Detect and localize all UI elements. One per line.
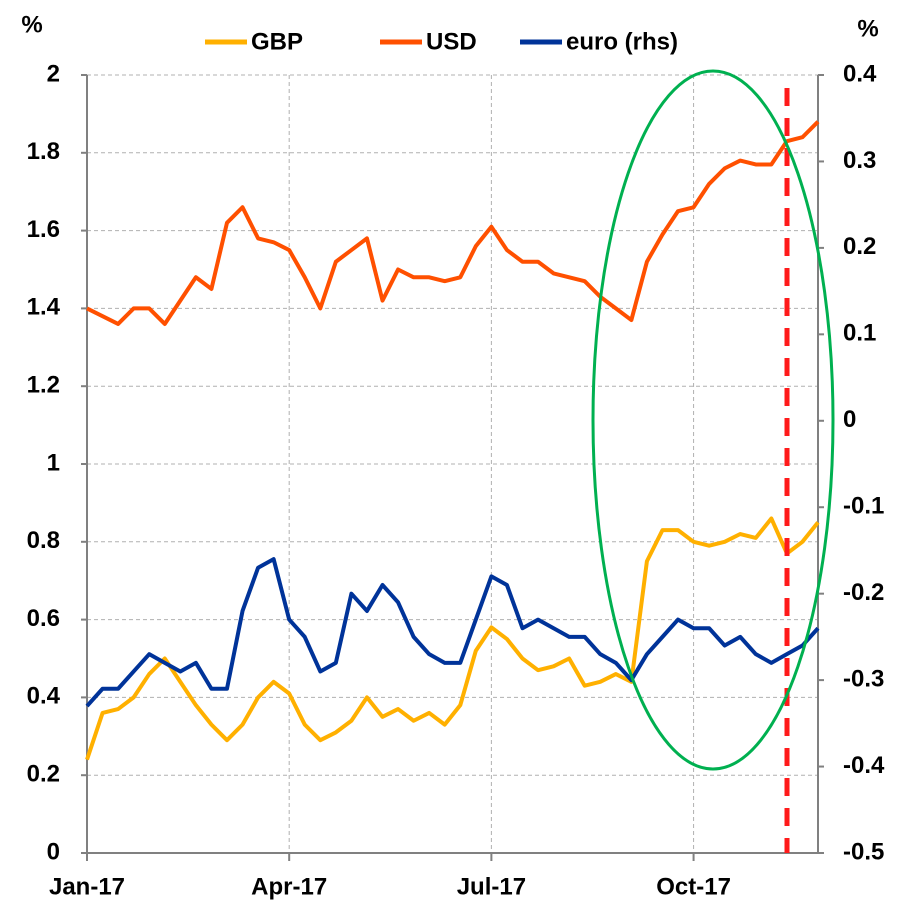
y2-tick-label: -0.3 bbox=[843, 665, 884, 692]
legend-label: USD bbox=[426, 28, 477, 55]
y-axis-label: % bbox=[21, 11, 42, 38]
legend-label: GBP bbox=[251, 28, 303, 55]
y2-tick-label: -0.2 bbox=[843, 579, 884, 606]
y-tick-label: 1 bbox=[47, 449, 60, 476]
y2-axis-label: % bbox=[857, 15, 878, 42]
y-tick-label: 0.2 bbox=[27, 761, 60, 788]
y-tick-label: 0 bbox=[47, 838, 60, 865]
y2-tick-label: 0.2 bbox=[843, 233, 876, 260]
x-tick-label: Jan-17 bbox=[49, 873, 125, 900]
y2-tick-label: -0.5 bbox=[843, 838, 884, 865]
y-tick-label: 0.4 bbox=[27, 683, 61, 710]
legend-label: euro (rhs) bbox=[566, 28, 678, 55]
y-tick-label: 0.6 bbox=[27, 605, 60, 632]
y-tick-label: 1.2 bbox=[27, 372, 60, 399]
y-tick-label: 0.8 bbox=[27, 527, 60, 554]
y2-tick-label: -0.1 bbox=[843, 493, 884, 520]
series-line bbox=[85, 516, 820, 761]
y2-tick-label: -0.4 bbox=[843, 752, 885, 779]
plot-area: 0 0.2 0.4 0.6 0.8 1 1.2 1.4 1.6 1.8 2 -0.5 -0.4 -0.3 -… bbox=[27, 60, 885, 900]
x-tick-label: Apr-17 bbox=[251, 873, 327, 900]
y2-tick-label: 0.1 bbox=[843, 320, 876, 347]
x-tick-label: Jul-17 bbox=[457, 873, 526, 900]
x-tick-label: Oct-17 bbox=[656, 873, 731, 900]
series-line bbox=[85, 557, 820, 708]
y2-tick-label: 0 bbox=[843, 406, 856, 433]
highlight-ellipse bbox=[591, 69, 835, 771]
y2-tick-label: 0.4 bbox=[843, 60, 877, 87]
y-tick-label: 1.6 bbox=[27, 216, 60, 243]
y-tick-label: 1.8 bbox=[27, 138, 60, 165]
y-tick-label: 2 bbox=[47, 60, 60, 87]
series-line bbox=[86, 120, 820, 326]
y-tick-label: 1.4 bbox=[27, 294, 61, 321]
y2-tick-label: 0.3 bbox=[843, 147, 876, 174]
